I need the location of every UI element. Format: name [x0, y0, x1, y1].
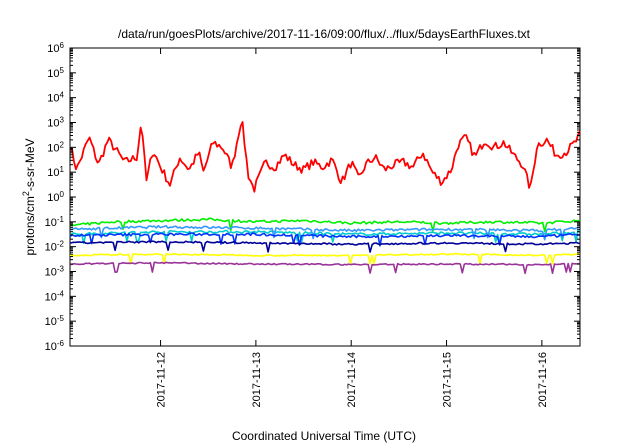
x-tick-label: 2017-11-12 — [156, 352, 168, 407]
x-tick-label: 2017-11-16 — [537, 352, 549, 407]
y-tick-label: 10-4 — [45, 289, 65, 304]
y-tick-label: 10-1 — [45, 214, 65, 229]
y-tick-label: 10-3 — [45, 264, 65, 279]
y-tick-label: 10-6 — [45, 339, 65, 354]
x-tick-label: 2017-11-13 — [251, 352, 263, 407]
y-tick-label: 101 — [47, 165, 64, 180]
x-axis-label: Coordinated Universal Time (UTC) — [232, 429, 416, 443]
series-line-5 — [69, 240, 581, 253]
y-tick-label: 100 — [47, 190, 64, 205]
y-tick-label: 105 — [47, 65, 64, 80]
y-tick-label: 104 — [47, 90, 64, 105]
y-tick-label: 106 — [47, 41, 64, 56]
plot-area — [69, 47, 581, 347]
y-axis: 10-6 10-5 10-4 10-3 10-2 10-1 100 101 102 103 104 1… — [45, 41, 580, 354]
series-line-4 — [69, 232, 581, 247]
x-tick-label: 2017-11-15 — [442, 352, 454, 407]
series-line-1 — [69, 217, 581, 233]
y-tick-label: 103 — [47, 115, 64, 130]
x-axis: 2017-11-12 2017-11-13 2017-11-14 2017-11-15… — [156, 48, 549, 407]
y-tick-label: 10-5 — [45, 314, 65, 329]
y-tick-label: 102 — [47, 140, 64, 155]
series-line-3 — [69, 224, 580, 241]
series-line-6 — [69, 252, 581, 265]
series-line-7 — [70, 261, 581, 275]
series-line-2 — [69, 229, 581, 245]
chart-title: /data/run/goesPlots/archive/2017-11-16/0… — [118, 27, 531, 41]
series-line-0 — [69, 121, 581, 193]
x-tick-label: 2017-11-14 — [346, 352, 358, 407]
y-axis-label: protons/cm2-s-sr-MeV — [21, 138, 37, 255]
series-layer — [69, 121, 581, 275]
y-tick-label: 10-2 — [45, 239, 65, 254]
